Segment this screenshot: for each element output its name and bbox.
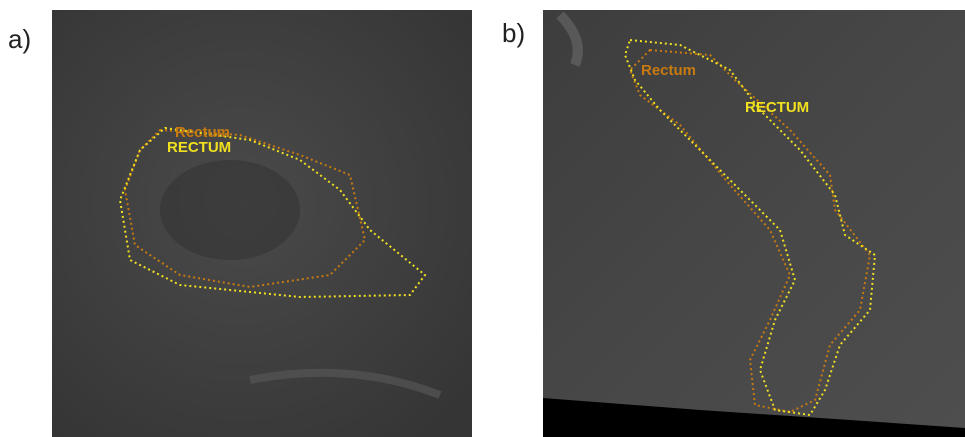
contour-label: RECTUM (167, 139, 231, 156)
rectum-shadow (160, 160, 300, 260)
ct-image (543, 10, 965, 437)
figure: a) Rectum RECTUM b) Rectum RECTUM (0, 0, 965, 437)
contour-label: Rectum (641, 62, 696, 79)
contour-label: RECTUM (745, 99, 809, 116)
panel-label: a) (8, 24, 31, 54)
panel-label: b) (502, 18, 525, 48)
